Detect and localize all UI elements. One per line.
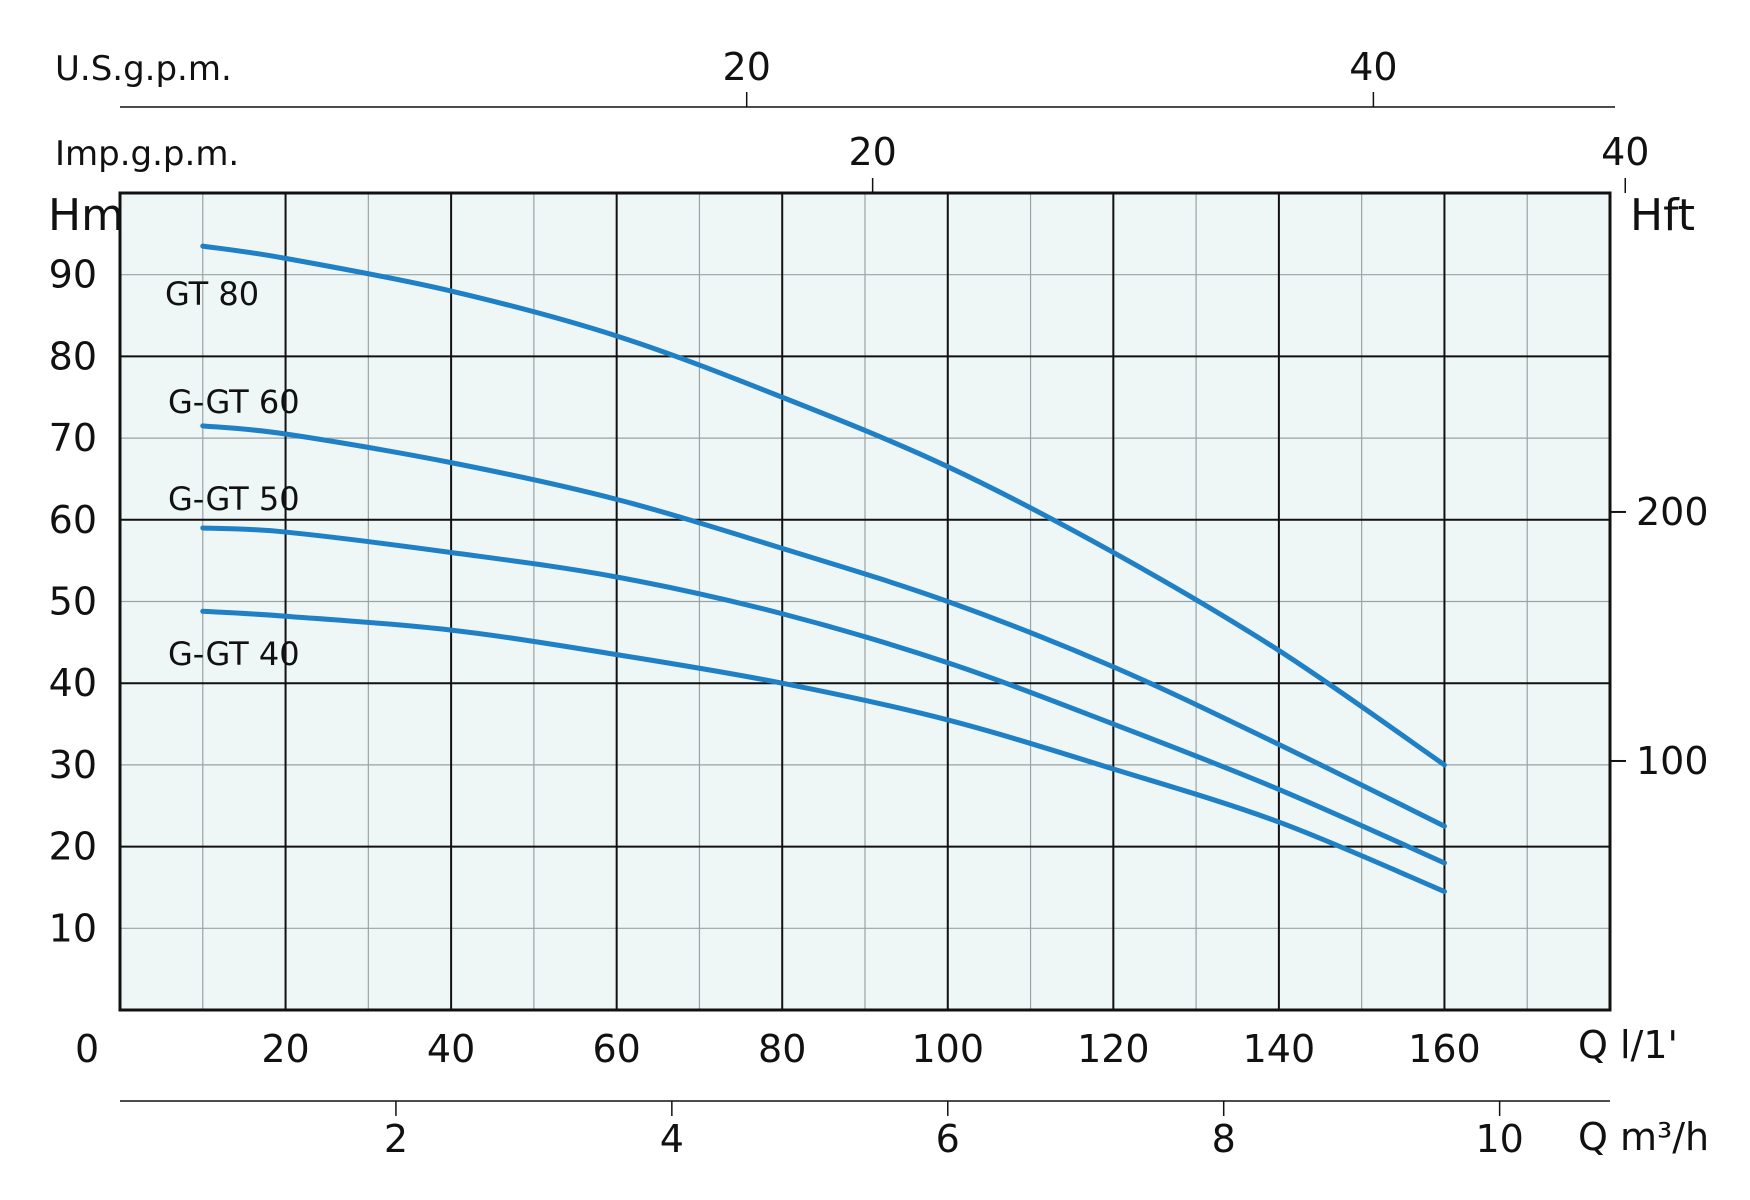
m3h-tick-label: 10 (1475, 1117, 1523, 1161)
series-label: G-GT 60 (168, 383, 300, 421)
series-label: GT 80 (165, 275, 259, 313)
y-left-axis-label: Hm (48, 190, 124, 241)
x-bottom-tick-label: 40 (427, 1027, 475, 1071)
y-left-tick-label: 50 (49, 580, 97, 624)
y-right-tick-label: 200 (1636, 490, 1709, 534)
impgpm-tick-label: 40 (1601, 130, 1649, 174)
y-left-tick-label: 30 (49, 743, 97, 787)
m3h-axis-label-unit: m³/h (1620, 1115, 1709, 1159)
y-right-tick-label: 100 (1636, 739, 1709, 783)
plot-frame (118, 191, 1612, 1012)
m3h-tick-label: 6 (936, 1117, 960, 1161)
usgpm-axis-label: U.S.g.p.m. (55, 49, 232, 89)
y-left-tick-label: 40 (49, 661, 97, 705)
x-bottom-tick-label: 100 (912, 1027, 985, 1071)
y-left-tick-label: 10 (49, 906, 97, 950)
usgpm-tick-label: 20 (723, 45, 771, 89)
impgpm-axis-label: Imp.g.p.m. (55, 134, 239, 174)
x-bottom-origin-label: 0 (75, 1027, 99, 1071)
y-left-tick-label: 80 (49, 334, 97, 378)
series-labels: GT 80 G-GT 60 G-GT 50 G-GT 40 (165, 275, 300, 673)
m3h-tick-label: 4 (660, 1117, 684, 1161)
series-line (200, 243, 1447, 768)
x-bottom-tick-label: 120 (1077, 1027, 1150, 1071)
x-bottom-tick-label: 140 (1243, 1027, 1316, 1071)
series-label: G-GT 50 (168, 480, 300, 518)
x-bottom-tick-label: 20 (261, 1027, 309, 1071)
x-bottom-tick-label: 160 (1408, 1027, 1481, 1071)
series-line (200, 525, 1447, 866)
x-bottom-axis-label: Q l/1' (1578, 1023, 1678, 1067)
m3h-tick-label: 8 (1212, 1117, 1236, 1161)
major-grid (120, 193, 1610, 1010)
y-left-tick-label: 20 (49, 825, 97, 869)
x-bottom-tick-label: 80 (758, 1027, 806, 1071)
y-left-tick-label: 60 (49, 498, 97, 542)
m3h-tick-label: 2 (384, 1117, 408, 1161)
series-label: G-GT 40 (168, 635, 300, 673)
series-line (200, 423, 1447, 829)
m3h-axis-label-q: Q (1578, 1115, 1608, 1159)
series-curves (200, 243, 1447, 895)
y-right-axis-label: Hft (1630, 190, 1695, 241)
y-left-tick-label: 70 (49, 416, 97, 460)
impgpm-tick-label: 20 (848, 130, 896, 174)
minor-grid (120, 193, 1610, 1010)
series-line (200, 608, 1447, 895)
x-bottom-tick-label: 60 (592, 1027, 640, 1071)
usgpm-tick-label: 40 (1349, 45, 1397, 89)
y-left-tick-label: 90 (49, 253, 97, 297)
